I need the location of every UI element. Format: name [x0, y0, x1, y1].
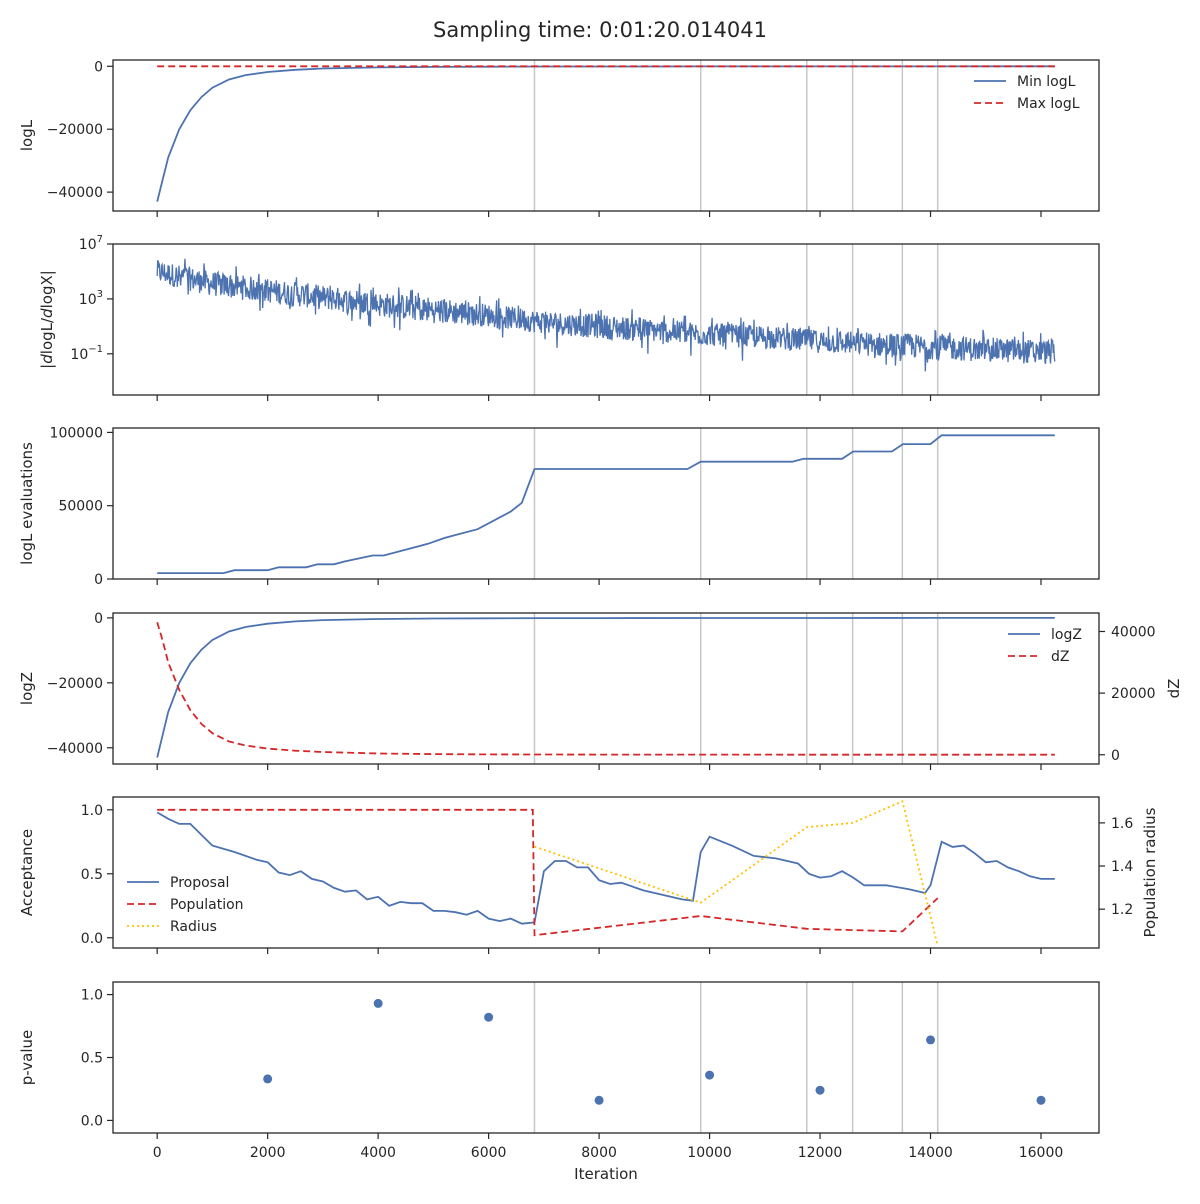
x-tick-label-4: 6000 [471, 1145, 507, 1161]
y-tick-label-1: 0 [94, 572, 103, 588]
point-4 [594, 1095, 604, 1105]
y-right-tick-label-1: 1.6 [1111, 816, 1133, 832]
y-right-tick-label-1: 40000 [1111, 624, 1156, 640]
point-8 [1036, 1095, 1046, 1105]
y-tick-label-3: −40000 [47, 741, 103, 757]
y-axis-label-3: logL evaluations [18, 442, 36, 565]
axes-frame-2 [112, 243, 1100, 396]
plot-area-5 [156, 800, 1055, 947]
legend-label-2: Population [170, 897, 244, 913]
x-axis-label: Iteration [574, 1165, 638, 1183]
x-tick-label-1: 0 [153, 1145, 162, 1161]
y-tick-label-1: 0 [94, 59, 103, 75]
legend-4: logZ dZ [1008, 627, 1082, 665]
y-tick-label-3: 0.0 [81, 931, 103, 947]
x-tick-label-8: 14000 [908, 1145, 953, 1161]
plot-area-4 [156, 613, 1055, 764]
panel-5: 1.0 0.5 0.0 1.6 1.4 1.2 Acceptance Population r… [18, 796, 1159, 954]
point-3 [484, 1012, 494, 1022]
panel-4: 0 −20000 −40000 40000 20000 0 logZ dZ logZ dZ [18, 611, 1183, 770]
y-axis-label-4: logZ [18, 672, 36, 705]
y-right-tick-label-3: 0 [1111, 748, 1120, 764]
panel-3: 0 50000 100000 logL evaluations [18, 425, 1100, 588]
y-right-tick-label-2: 1.4 [1111, 859, 1133, 875]
axes-frame-4 [112, 612, 1100, 765]
panel-2: 107 103 10−1 |dlogL/dlogX| [38, 234, 1100, 401]
y-right-tick-label-2: 20000 [1111, 686, 1156, 702]
legend-label-1: Min logL [1017, 74, 1076, 90]
y-right-axis-label-5: Population radius [1141, 807, 1159, 937]
y-tick-label-2: 0.5 [81, 1051, 103, 1067]
y-tick-label-1: 1.0 [81, 803, 103, 819]
series-3-1 [157, 434, 1055, 574]
y-tick-label-3: 100000 [50, 425, 103, 441]
point-7 [926, 1035, 936, 1045]
plot-area-6 [263, 982, 1046, 1133]
series-2-1 [156, 258, 1056, 372]
y-axis-label-5: Acceptance [18, 829, 36, 916]
y-axis-label-1: logL [18, 119, 36, 151]
y-right-axis-label-4: dZ [1165, 679, 1183, 699]
y-axis-label-2: |dlogL/dlogX| [38, 270, 56, 369]
y-tick-label-2: 0.5 [81, 867, 103, 883]
plot-area-1 [156, 60, 1055, 211]
legend-5: Proposal Population Radius [127, 875, 244, 935]
x-tick-label-9: 16000 [1019, 1145, 1064, 1161]
legend-label-3: Radius [170, 919, 217, 935]
legend-label-1: logZ [1051, 627, 1082, 643]
series-logz [156, 617, 1055, 758]
y-tick-label-2: −20000 [47, 676, 103, 692]
x-tick-label-7: 12000 [798, 1145, 843, 1161]
panel-1: 0 −20000 −40000 logL Min logL Max logL [18, 59, 1100, 217]
legend-label-2: dZ [1051, 649, 1069, 665]
figure-title: Sampling time: 0:01:20.014041 [433, 18, 767, 42]
legend-label-1: Proposal [170, 875, 229, 891]
y-tick-label-2: 103 [79, 289, 103, 308]
y-right-tick-label-3: 1.2 [1111, 902, 1133, 918]
point-6 [815, 1085, 825, 1095]
y-tick-label-3: 0.0 [81, 1113, 103, 1129]
y-tick-label-2: −20000 [47, 122, 103, 138]
series-population [157, 808, 939, 937]
x-tick-label-2: 2000 [250, 1145, 286, 1161]
y-tick-label-1: 1.0 [81, 988, 103, 1004]
plot-area-3 [157, 428, 1055, 579]
axes-frame-6 [112, 981, 1100, 1134]
plot-area-2 [156, 244, 1056, 395]
legend-1: Min logL Max logL [974, 74, 1080, 112]
y-tick-label-3: 10−1 [70, 344, 103, 363]
legend-label-2: Max logL [1017, 96, 1080, 112]
series-radius [534, 800, 939, 947]
x-tick-label-6: 10000 [687, 1145, 732, 1161]
y-tick-label-3: −40000 [47, 185, 103, 201]
point-1 [263, 1074, 273, 1084]
axes-frame-5 [112, 796, 1100, 949]
y-tick-label-1: 0 [94, 611, 103, 627]
y-axis-label-6: p-value [18, 1030, 36, 1086]
axes-frame-3 [112, 427, 1100, 580]
point-2 [373, 998, 383, 1008]
x-tick-label-3: 4000 [360, 1145, 396, 1161]
y-tick-label-1: 107 [79, 234, 103, 253]
series-proposal [156, 811, 1055, 925]
x-tick-label-5: 8000 [581, 1145, 617, 1161]
series-min-logl [156, 65, 1055, 202]
panel-6: 0 2000 4000 6000 8000 10000 12000 14000 16000 1.0… [18, 981, 1100, 1161]
y-tick-label-2: 50000 [58, 499, 103, 515]
axes-frame-1 [112, 59, 1100, 212]
series-dz [156, 621, 1055, 756]
point-5 [705, 1070, 715, 1080]
